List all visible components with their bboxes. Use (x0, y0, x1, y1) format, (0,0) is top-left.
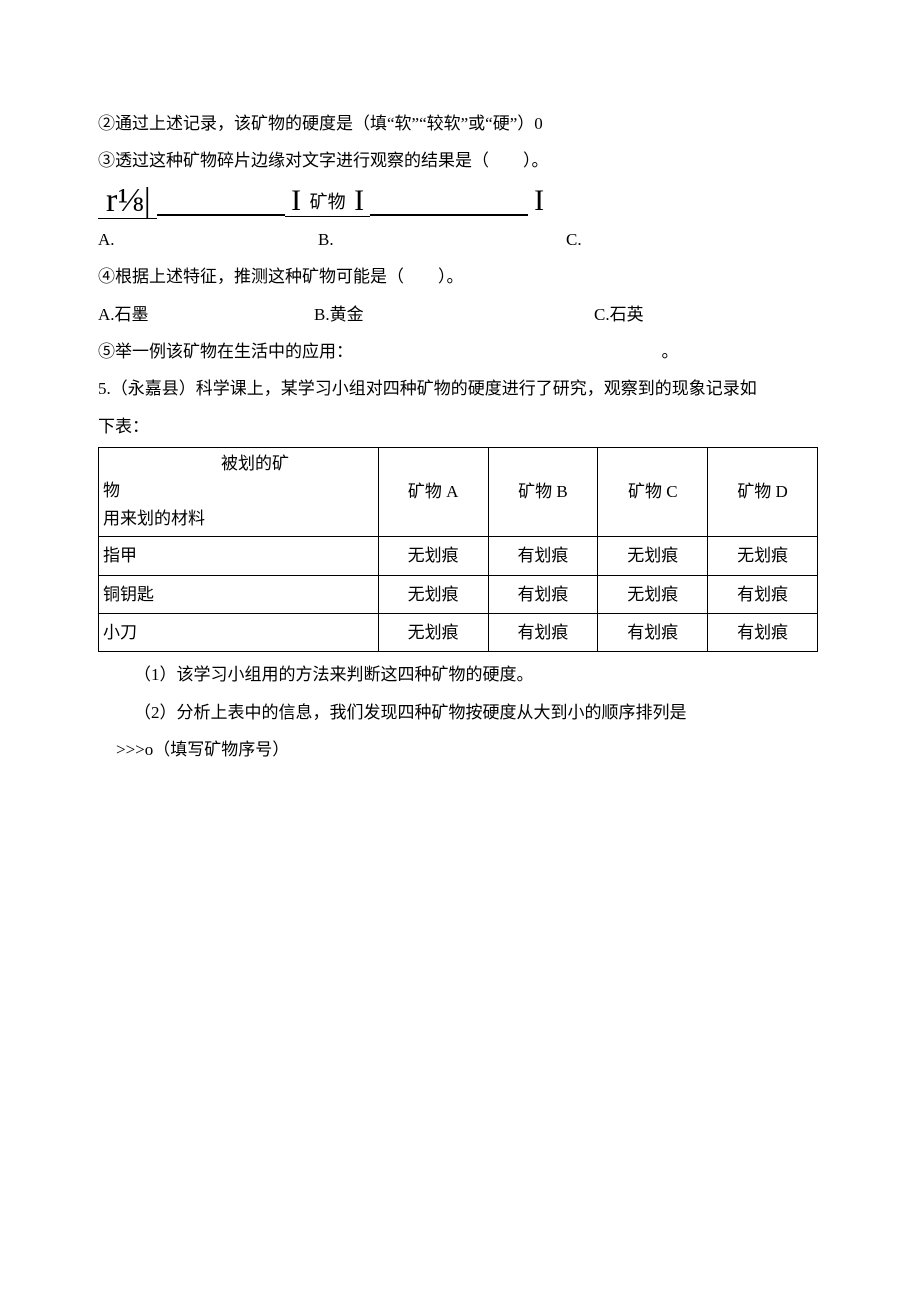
option-figure-row: r⅛| I 矿物 I I (98, 184, 822, 219)
cell: 有划痕 (598, 613, 708, 651)
col-header-d: 矿物 D (708, 448, 818, 537)
cell: 无划痕 (378, 537, 488, 575)
table-header-row: 被划的矿 物 用来划的材料 矿物 A 矿物 B 矿物 C 矿物 D (99, 448, 818, 537)
row-label-2: 小刀 (99, 613, 379, 651)
question-3-options: A. B. C. (98, 221, 822, 258)
cell: 有划痕 (488, 613, 598, 651)
cell: 无划痕 (598, 537, 708, 575)
corner-bottom: 用来划的材料 (103, 509, 205, 528)
cell: 有划痕 (708, 613, 818, 651)
cell: 无划痕 (378, 575, 488, 613)
cell: 无划痕 (598, 575, 708, 613)
cell: 有划痕 (488, 575, 598, 613)
sub-question-1: （1）该学习小组用的方法来判断这四种矿物的硬度。 (98, 656, 822, 693)
figure-left: r⅛| (98, 184, 157, 219)
table-row: 指甲 无划痕 有划痕 无划痕 无划痕 (99, 537, 818, 575)
figure-mid-i1: I (291, 184, 301, 217)
figure-right: I (528, 186, 546, 216)
table-corner-header: 被划的矿 物 用来划的材料 (99, 448, 379, 537)
cell: 有划痕 (488, 537, 598, 575)
question-5-line: ⑤举一例该矿物在生活中的应用： 。 (98, 333, 822, 370)
cell: 无划痕 (378, 613, 488, 651)
question-5-period: 。 (662, 342, 679, 361)
figure-mid-text: 矿物 (309, 192, 347, 212)
corner-mid: 物 (103, 481, 120, 500)
col-header-b: 矿物 B (488, 448, 598, 537)
row-label-0: 指甲 (99, 537, 379, 575)
hardness-table: 被划的矿 物 用来划的材料 矿物 A 矿物 B 矿物 C 矿物 D 指甲 无划痕… (98, 447, 818, 652)
figure-mid-i2: I (354, 184, 364, 217)
option-c: C. (566, 221, 582, 258)
option-b: B. (318, 221, 566, 258)
sub-question-3: >>>o（填写矿物序号） (98, 731, 822, 768)
option-4c: C.石英 (594, 296, 644, 333)
cell: 无划痕 (708, 537, 818, 575)
figure-line-2 (370, 214, 528, 216)
problem-5-intro-a: 5.（永嘉县）科学课上，某学习小组对四种矿物的硬度进行了研究，观察到的现象记录如 (98, 370, 822, 407)
problem-5-intro-b: 下表： (98, 408, 822, 445)
table-row: 铜钥匙 无划痕 有划痕 无划痕 有划痕 (99, 575, 818, 613)
cell: 有划痕 (708, 575, 818, 613)
question-3-stem: ③透过这种矿物碎片边缘对文字进行观察的结果是（ ）。 (98, 142, 822, 179)
col-header-c: 矿物 C (598, 448, 708, 537)
corner-top: 被划的矿 (103, 454, 289, 473)
question-4-options: A.石墨 B.黄金 C.石英 (98, 296, 822, 333)
question-4-stem: ④根据上述特征，推测这种矿物可能是（ ）。 (98, 258, 822, 295)
col-header-a: 矿物 A (378, 448, 488, 537)
table-row: 小刀 无划痕 有划痕 有划痕 有划痕 (99, 613, 818, 651)
option-a: A. (98, 221, 318, 258)
sub-question-2: （2）分析上表中的信息，我们发现四种矿物按硬度从大到小的顺序排列是 (98, 694, 822, 731)
figure-line-1 (157, 214, 285, 216)
row-label-1: 铜钥匙 (99, 575, 379, 613)
figure-mid: I 矿物 I (285, 186, 370, 217)
option-4a: A.石墨 (98, 296, 314, 333)
option-4b: B.黄金 (314, 296, 594, 333)
question-5-text: ⑤举一例该矿物在生活中的应用： (98, 342, 353, 361)
question-2: ②通过上述记录，该矿物的硬度是（填“软”“较软”或“硬”）0 (98, 105, 822, 142)
